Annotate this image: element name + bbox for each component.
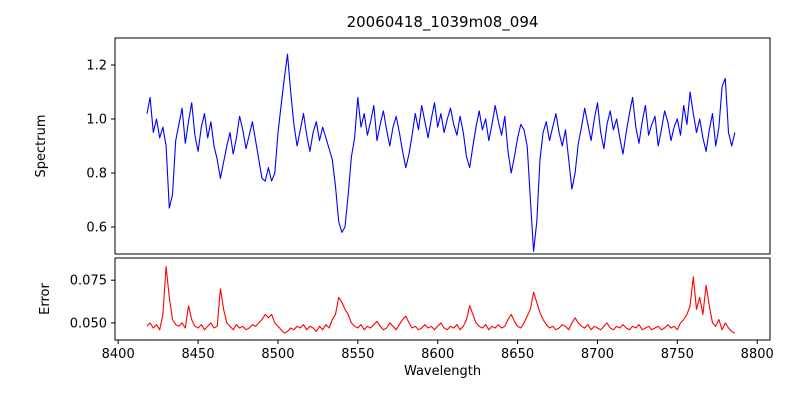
svg-text:8500: 8500 [261,347,294,362]
chart-title: 20060418_1039m08_094 [346,13,539,31]
svg-text:8550: 8550 [341,347,374,362]
svg-text:0.075: 0.075 [70,274,107,289]
svg-text:1.0: 1.0 [86,113,107,128]
svg-text:8450: 8450 [182,347,215,362]
svg-text:8800: 8800 [741,347,774,362]
svg-text:1.2: 1.2 [86,59,107,74]
svg-text:8600: 8600 [421,347,454,362]
svg-text:0.6: 0.6 [86,221,107,236]
svg-text:8750: 8750 [661,347,694,362]
svg-text:8700: 8700 [581,347,614,362]
svg-text:0.050: 0.050 [70,316,107,331]
svg-text:8400: 8400 [102,347,135,362]
svg-text:0.8: 0.8 [86,167,107,182]
svg-text:8650: 8650 [501,347,534,362]
x-axis-label: Wavelength [403,364,482,379]
